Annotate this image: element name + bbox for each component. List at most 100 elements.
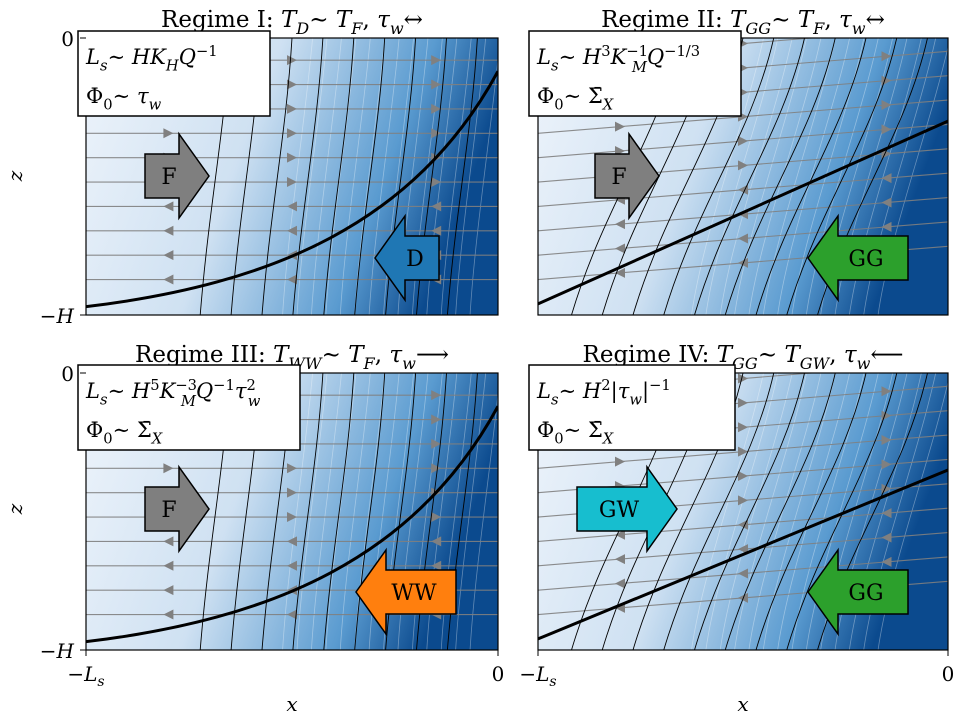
faint-contour — [805, 38, 879, 315]
faint-contour — [455, 38, 487, 315]
contour-line — [292, 38, 324, 315]
contour-line — [446, 38, 478, 315]
streamline-arrowhead — [881, 51, 892, 62]
flux-arrow-label: GG — [848, 247, 883, 272]
xtick-right: 0 — [492, 662, 505, 686]
faint-contour — [325, 373, 357, 650]
scaling-flux: Φ0 ∼ τw — [86, 84, 162, 113]
interface-curve — [86, 405, 498, 644]
streamline-arrowhead — [738, 495, 748, 506]
panel-2: Regime II: TGG ∼ TF , τw ↔Ls ∼ H3 K−1 M Q… — [528, 7, 949, 316]
streamline-arrowhead — [163, 585, 174, 596]
streamline-arrowhead — [431, 536, 442, 547]
faint-contour — [805, 373, 879, 650]
streamline-arrowhead — [615, 219, 625, 230]
contour-line — [354, 373, 386, 650]
streamline-arrowhead — [615, 529, 625, 540]
streamline-arrowhead — [287, 103, 297, 114]
panel-4: Regime IV: TGG ∼ TGW , τw ⟵Ls ∼ H2 |τw |… — [528, 342, 949, 651]
streamline-arrowhead — [163, 274, 174, 285]
x-axis-label: x — [286, 692, 297, 716]
streamline-arrowhead — [738, 471, 748, 482]
streamline-arrowhead — [738, 519, 748, 530]
contour-line — [786, 38, 898, 315]
faint-contour — [719, 373, 793, 650]
streamline-arrowhead — [431, 414, 442, 425]
streamline-arrowhead — [738, 184, 748, 195]
flux-arrow-f: F — [594, 131, 660, 221]
y-axis-label: z — [3, 170, 27, 182]
streamline-arrowhead — [163, 250, 174, 261]
contour-line — [694, 38, 805, 315]
x-axis-label: x — [737, 692, 748, 716]
scaling-box-frame — [528, 30, 742, 117]
flux-arrow-gg: GG — [807, 213, 909, 303]
streamline-arrowhead — [738, 446, 748, 457]
scaling-box-frame — [77, 364, 301, 451]
streamline-arrowhead — [287, 55, 297, 66]
scaling-box: Ls ∼ HKH Q−1 Φ0 ∼ τw — [77, 30, 271, 117]
panel-frame — [537, 372, 949, 651]
streamline-arrowhead — [287, 609, 297, 620]
faint-contour — [411, 373, 443, 650]
streamline-arrowhead — [287, 128, 297, 139]
y-axis-label: z — [3, 503, 27, 515]
streamline-arrowhead — [287, 487, 297, 498]
contour-line — [755, 373, 867, 650]
streamline-arrowhead — [431, 512, 442, 523]
streamline-arrowhead — [287, 274, 297, 285]
streamline-arrowhead — [431, 128, 442, 139]
streamline-arrowhead — [287, 152, 297, 163]
scaling-box: Ls ∼ H5 K−3 M Q−1 τ2 w Φ0 ∼ Σ̄X — [77, 364, 301, 451]
contour-line — [663, 38, 775, 315]
streamline-arrowhead — [431, 560, 442, 571]
panel-1: Regime I: TD ∼ TF , τw ↔Ls ∼ HKH Q−1 Φ0 … — [77, 7, 499, 316]
faint-contour — [440, 38, 472, 315]
faint-contour — [705, 38, 779, 315]
interface-curve — [538, 119, 948, 306]
faint-contour — [354, 38, 386, 315]
streamline-arrowhead — [615, 578, 625, 589]
streamline-arrowhead — [615, 456, 625, 467]
streamline-arrowhead — [431, 225, 442, 236]
flux-arrow-gg: GG — [807, 547, 909, 637]
faint-contour — [296, 38, 328, 315]
faint-contour — [354, 373, 386, 650]
faint-contour — [777, 373, 850, 650]
contour-line — [261, 38, 293, 315]
panel-frame — [537, 37, 949, 316]
flux-arrow-label: F — [611, 165, 626, 190]
flux-arrow-gw: GW — [576, 464, 678, 554]
panel-title: Regime IV: TGG ∼ TGW , τw ⟵ — [583, 342, 904, 373]
flux-arrow-label: F — [161, 165, 176, 190]
scaling-length: Ls ∼ HKH Q−1 — [85, 43, 218, 74]
streamline-arrowhead — [881, 556, 892, 567]
contour-line — [694, 373, 805, 650]
streamline-arrowhead — [431, 201, 442, 212]
streamline-arrowhead — [738, 160, 748, 171]
streamline-arrowhead — [163, 128, 174, 139]
streamline-arrowhead — [738, 397, 748, 408]
streamline-arrowhead — [881, 532, 892, 543]
flux-arrow-shape — [144, 464, 210, 554]
streamline-arrowhead — [163, 201, 174, 212]
streamline-arrowhead — [615, 554, 625, 565]
streamline-arrowhead — [431, 55, 442, 66]
faint-contour — [848, 373, 922, 650]
scaling-flux: Φ0 ∼ Σ̄X — [537, 418, 614, 447]
faint-contour — [748, 38, 822, 315]
faint-contour — [719, 38, 793, 315]
faint-contour — [311, 373, 342, 650]
streamline-arrowhead — [431, 390, 442, 401]
streamline-arrowhead — [738, 373, 748, 384]
contour-line — [724, 38, 836, 315]
streamline-arrowhead — [431, 177, 442, 188]
streamline-arrowhead — [881, 221, 892, 232]
scaling-length: Ls ∼ H5 K−3 M Q−1 τ2 w — [85, 377, 261, 410]
streamline-arrowhead — [738, 544, 748, 555]
streamline-arrowhead — [738, 233, 748, 244]
flux-arrow-shape — [807, 547, 909, 637]
faint-contour — [426, 38, 458, 315]
faint-contour — [311, 38, 342, 315]
streamline-arrowhead — [163, 560, 174, 571]
